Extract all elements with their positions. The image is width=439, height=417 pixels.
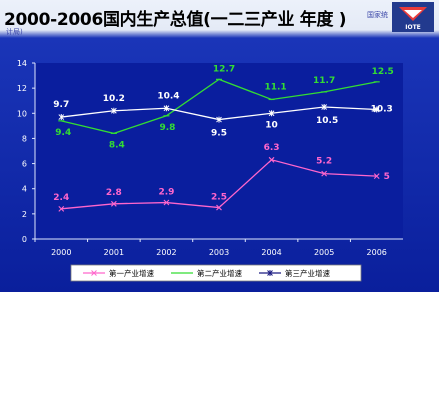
data-label: 2.5: [211, 193, 227, 203]
data-point-marker: [321, 104, 327, 110]
logo: IOTE: [392, 2, 434, 32]
legend-swatch-marker: [267, 270, 273, 276]
line-chart: 0 2 4 6 8 10 12 14 2000 2001 2002 2003 2004 2005 2006 2…: [17, 59, 403, 282]
logo-label: IOTE: [405, 24, 421, 31]
legend-label: 第三产业增速: [285, 268, 330, 278]
data-label: 12.7: [213, 64, 235, 74]
source-note-continued: 计局): [6, 28, 23, 36]
y-tick-label: 12: [17, 84, 27, 93]
x-tick-label: 2006: [367, 248, 387, 257]
data-label: 11.1: [264, 82, 286, 92]
data-point-marker: [58, 205, 65, 212]
data-label: 10.4: [157, 91, 179, 101]
legend-label: 第二产业增速: [197, 268, 242, 278]
data-label: 5.2: [316, 157, 332, 167]
data-label: 11.7: [313, 76, 335, 86]
data-label: 10.3: [371, 105, 393, 115]
data-point-marker: [111, 107, 117, 114]
data-label: 9.4: [55, 128, 71, 138]
legend-label: 第一产业增速: [109, 268, 154, 278]
logo-inner: [404, 10, 422, 18]
data-point-marker: [216, 204, 222, 211]
y-tick-label: 0: [22, 235, 27, 244]
data-label: 2.4: [53, 193, 69, 203]
data-point-marker: [216, 116, 222, 123]
data-label: 9.5: [211, 129, 227, 139]
x-tick-label: 2002: [156, 248, 176, 257]
y-tick-label: 6: [22, 160, 27, 169]
data-point-marker: [268, 110, 275, 117]
data-point-marker: [163, 105, 170, 112]
plot-area: [35, 63, 403, 239]
data-label: 9.7: [53, 100, 69, 110]
x-tick-label: 2003: [209, 248, 229, 257]
data-label: 2.8: [106, 188, 122, 198]
title-bar: 2000-2006国内生产总值(一二三产业 年度 ) 国家统 计局) IOTE: [0, 0, 439, 36]
y-tick-label: 8: [22, 134, 27, 143]
x-tick-label: 2001: [104, 248, 124, 257]
y-tick-label: 10: [17, 109, 27, 118]
data-label: 12.5: [372, 67, 394, 77]
y-tick-label: 2: [22, 210, 27, 219]
data-label: 9.8: [159, 123, 175, 133]
x-tick-label: 2004: [261, 248, 281, 257]
data-label: 2.9: [158, 188, 174, 198]
page-title: 2000-2006国内生产总值(一二三产业 年度 ): [4, 10, 347, 30]
logo-graphic: [399, 7, 427, 21]
data-label: 10.2: [103, 94, 125, 104]
x-tick-label: 2005: [314, 248, 334, 257]
data-point-marker: [110, 200, 117, 207]
source-note: 国家统: [367, 11, 388, 19]
data-label: 8.4: [109, 140, 125, 150]
slide-background: 2000-2006国内生产总值(一二三产业 年度 ) 国家统 计局) IOTE …: [0, 0, 439, 292]
x-tick-label: 2000: [51, 248, 71, 257]
data-point-marker: [373, 106, 380, 113]
data-label: 5: [384, 172, 390, 182]
data-point-marker: [58, 114, 65, 121]
legend-swatch-marker: [91, 270, 97, 276]
y-tick-label: 14: [17, 59, 27, 68]
data-point-marker: [268, 156, 275, 163]
y-tick-label: 4: [22, 185, 27, 194]
data-label: 6.3: [264, 143, 280, 153]
data-label: 10: [265, 120, 278, 130]
legend-box: [70, 264, 362, 282]
legend: 第一产业增速 第二产业增速 第三产业增速: [70, 264, 362, 282]
data-point-marker: [373, 173, 380, 180]
chart-area: 0 2 4 6 8 10 12 14 2000 2001 2002 2003 2004 2005 2006 2…: [3, 53, 433, 291]
data-label: 10.5: [316, 116, 338, 126]
data-point-marker: [321, 170, 328, 177]
data-point-marker: [163, 199, 170, 206]
